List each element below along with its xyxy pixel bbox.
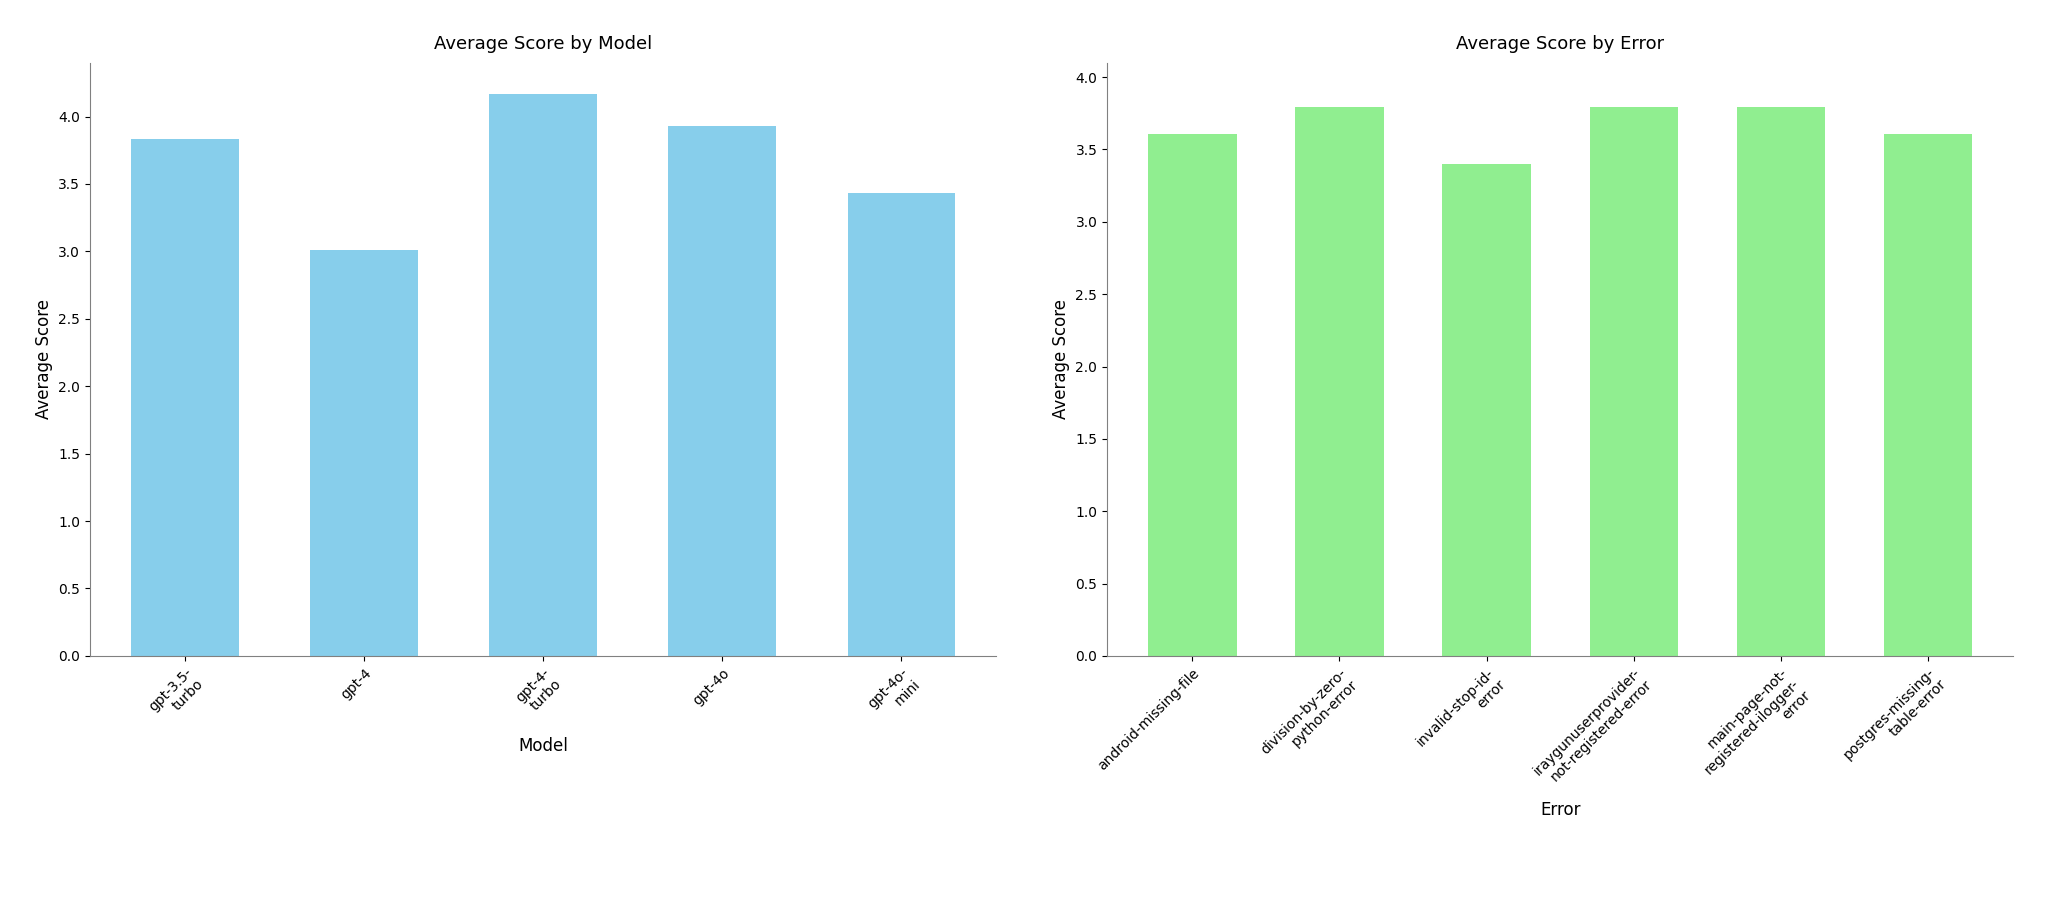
Bar [311,250,418,656]
Bar [131,139,240,656]
Bar [489,94,596,656]
Y-axis label: Average Score: Average Score [35,300,53,419]
Bar [1296,107,1384,656]
Bar [848,193,954,656]
Bar [1589,107,1677,656]
X-axis label: Model: Model [518,737,567,755]
Bar [1737,107,1825,656]
Title: Average Score by Error: Average Score by Error [1456,35,1665,53]
X-axis label: Error: Error [1540,801,1581,819]
Bar [668,126,776,656]
Bar [1149,134,1237,656]
Title: Average Score by Model: Average Score by Model [434,35,651,53]
Bar [1884,134,1972,656]
Bar [1442,164,1530,656]
Y-axis label: Average Score: Average Score [1053,300,1069,419]
